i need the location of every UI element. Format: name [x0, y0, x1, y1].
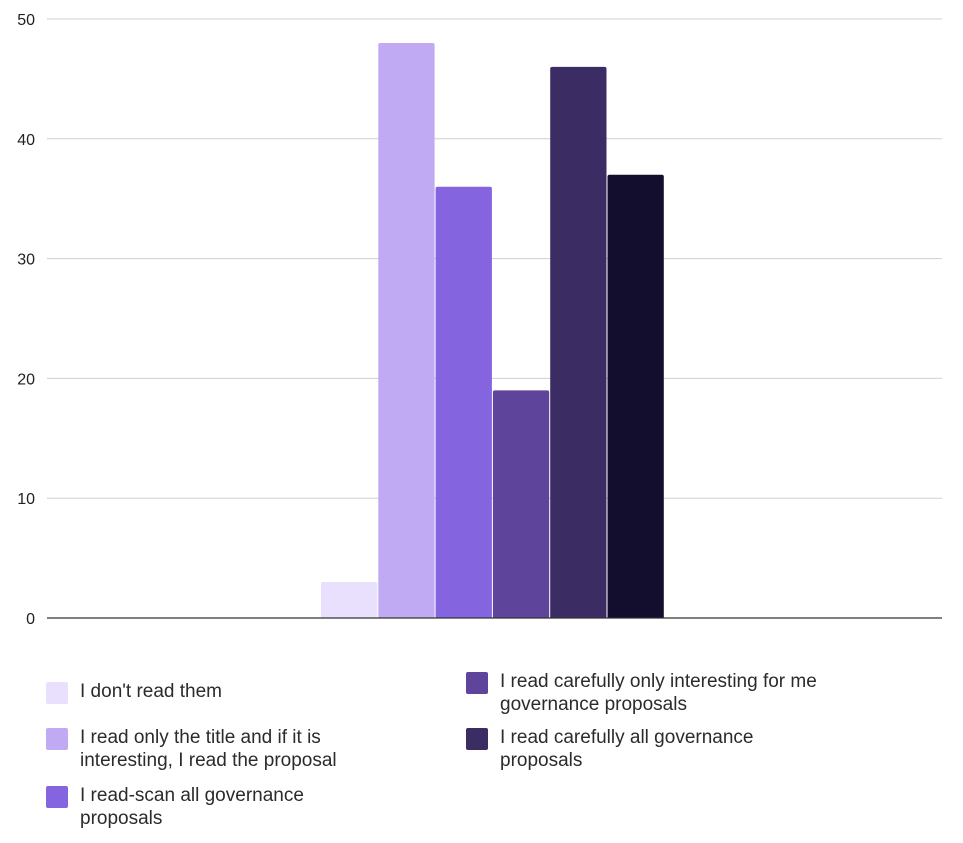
bar: [607, 174, 664, 619]
bar: [550, 66, 607, 619]
bars: [321, 42, 664, 619]
y-tick-label: 10: [17, 491, 35, 508]
y-tick-label: 40: [17, 132, 35, 149]
gridlines: [47, 18, 942, 499]
bar: [435, 186, 492, 618]
axes: 0 10 20 30 40 50: [17, 12, 942, 628]
bar: [321, 582, 378, 618]
y-tick-label: 30: [17, 252, 35, 269]
bar: [378, 42, 435, 618]
bar: [492, 390, 550, 618]
y-tick-label: 20: [17, 371, 35, 388]
y-tick-label: 50: [17, 12, 35, 29]
y-tick-label: 0: [26, 611, 35, 628]
